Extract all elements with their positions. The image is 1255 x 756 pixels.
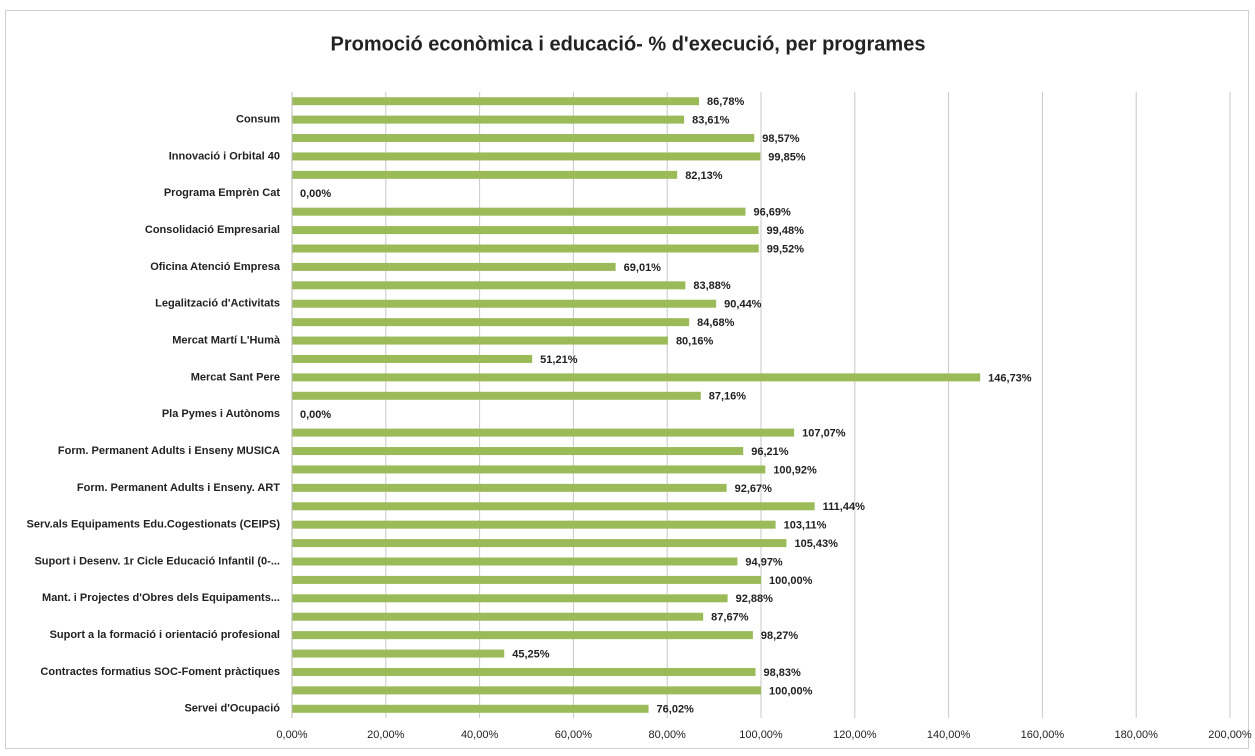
value-label: 94,97% — [745, 556, 783, 568]
value-label: 100,00% — [769, 685, 813, 697]
x-tick-label: 160,00% — [1021, 729, 1065, 741]
bar — [292, 373, 981, 382]
category-label: Suport i Desenv. 1r Cicle Educació Infan… — [34, 555, 280, 567]
bar — [292, 649, 505, 658]
category-label: Legalització d'Activitats — [155, 298, 280, 310]
value-label: 69,01% — [624, 262, 662, 274]
bar — [292, 336, 668, 345]
value-label: 87,67% — [711, 612, 749, 624]
x-tick-label: 60,00% — [555, 729, 593, 741]
bar — [292, 575, 761, 584]
value-label: 146,73% — [988, 372, 1032, 384]
bar — [292, 612, 704, 621]
category-label: Mercat Sant Pere — [191, 371, 280, 383]
category-label: Pla Pymes i Autònoms — [162, 408, 280, 420]
bar — [292, 667, 756, 676]
bar — [292, 152, 761, 161]
bar — [292, 244, 759, 253]
value-label: 83,61% — [692, 115, 730, 127]
bar — [292, 539, 787, 548]
value-label: 98,83% — [764, 667, 802, 679]
value-label: 96,21% — [751, 446, 789, 458]
bar — [292, 281, 686, 290]
value-label: 107,07% — [802, 428, 846, 440]
category-label: Mant. i Projectes d'Obres dels Equipamen… — [42, 592, 280, 604]
x-tick-label: 80,00% — [649, 729, 687, 741]
value-label: 100,92% — [773, 464, 817, 476]
bar — [292, 631, 753, 640]
value-label: 99,52% — [767, 243, 805, 255]
x-tick-label: 20,00% — [367, 729, 405, 741]
value-label: 96,69% — [753, 207, 791, 219]
value-label: 99,48% — [767, 225, 805, 237]
x-tick-label: 100,00% — [739, 729, 783, 741]
category-label: Innovació i Orbital 40 — [169, 150, 280, 162]
value-label: 100,00% — [769, 575, 813, 587]
bar — [292, 134, 755, 143]
x-tick-label: 140,00% — [927, 729, 971, 741]
value-label: 84,68% — [697, 317, 735, 329]
category-label: Consum — [236, 114, 280, 126]
category-label: Form. Permanent Adults i Enseny. ART — [77, 482, 280, 494]
category-label: Contractes formatius SOC-Foment pràctiqu… — [40, 666, 280, 678]
value-label: 98,57% — [762, 133, 800, 145]
bar — [292, 170, 678, 179]
bar — [292, 483, 727, 492]
value-label: 45,25% — [512, 648, 550, 660]
bar — [292, 262, 616, 271]
bar — [292, 226, 759, 235]
category-label: Programa Emprèn Cat — [164, 187, 280, 199]
bar — [292, 299, 717, 308]
value-label: 0,00% — [300, 188, 331, 200]
value-label: 103,11% — [784, 520, 827, 532]
bar — [292, 115, 685, 124]
category-label: Suport a la formació i orientació profes… — [50, 629, 280, 641]
bar — [292, 686, 761, 695]
x-tick-label: 180,00% — [1114, 729, 1158, 741]
value-label: 90,44% — [724, 299, 762, 311]
value-label: 86,78% — [707, 96, 745, 108]
bar — [292, 557, 738, 566]
value-label: 83,88% — [693, 280, 731, 292]
x-tick-label: 120,00% — [833, 729, 877, 741]
bar — [292, 520, 776, 529]
x-tick-label: 0,00% — [276, 729, 307, 741]
value-label: 80,16% — [676, 335, 714, 347]
value-label: 76,02% — [657, 704, 695, 716]
value-label: 82,13% — [685, 170, 723, 182]
bar — [292, 704, 649, 713]
value-label: 51,21% — [540, 354, 578, 366]
category-label: Servei d'Ocupació — [184, 703, 280, 715]
bar — [292, 465, 766, 474]
bar — [292, 318, 690, 327]
category-label: Serv.als Equipaments Edu.Cogestionats (C… — [27, 519, 281, 531]
bar — [292, 354, 533, 363]
category-label: Mercat Martí L'Humà — [172, 334, 281, 346]
chart-title: Promoció econòmica i educació- % d'execu… — [331, 33, 926, 55]
value-label: 111,44% — [823, 501, 865, 513]
category-label: Consolidació Empresarial — [145, 224, 280, 236]
category-label: Form. Permanent Adults i Enseny MUSICA — [58, 445, 280, 457]
bar — [292, 502, 815, 511]
value-label: 105,43% — [794, 538, 838, 550]
bar — [292, 594, 728, 603]
value-label: 87,16% — [709, 391, 747, 403]
category-label: Oficina Atenció Empresa — [150, 261, 281, 273]
bar — [292, 391, 701, 400]
x-tick-label: 40,00% — [461, 729, 499, 741]
bar — [292, 207, 746, 216]
x-tick-label: 200,00% — [1208, 729, 1252, 741]
value-label: 92,88% — [736, 593, 774, 605]
value-label: 92,67% — [735, 483, 773, 495]
bar — [292, 428, 795, 437]
bar — [292, 97, 699, 106]
value-label: 99,85% — [768, 151, 806, 163]
value-label: 0,00% — [300, 409, 331, 421]
bar — [292, 447, 744, 456]
value-label: 98,27% — [761, 630, 799, 642]
